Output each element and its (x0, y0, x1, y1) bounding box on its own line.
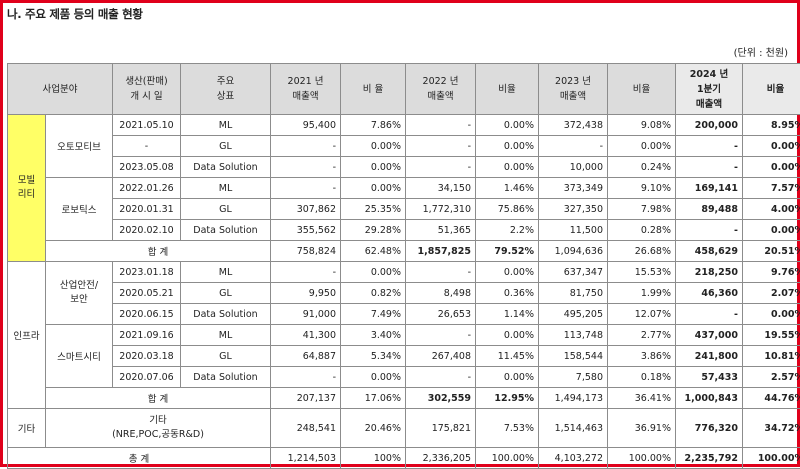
table-row: 2020.05.21 GL 9,950 0.82% 8,498 0.36% 81… (8, 283, 800, 304)
subsegment-automotive: 오토모티브 (46, 115, 113, 178)
table-row: 2020.03.18 GL 64,887 5.34% 267,408 11.45… (8, 346, 800, 367)
subsegment-smartcity: 스마트시티 (46, 325, 113, 388)
segment-other: 기타 (8, 409, 46, 448)
header-ratio-2023: 비율 (608, 64, 676, 115)
mobility-subtotal-row: 합 계 758,824 62.48% 1,857,825 79.52% 1,09… (8, 241, 800, 262)
other-description: 기타(NRE,POC,공동R&D) (46, 409, 271, 448)
total-row: 총 계 1,214,503 100% 2,336,205 100.00% 4,1… (8, 448, 800, 469)
header-ratio-2022: 비율 (476, 64, 539, 115)
header-ratio-2021: 비 율 (341, 64, 406, 115)
table-row: 2020.06.15 Data Solution 91,000 7.49% 26… (8, 304, 800, 325)
infra-subtotal-row: 합 계 207,137 17.06% 302,559 12.95% 1,494,… (8, 388, 800, 409)
section-title: 나. 주요 제품 등의 매출 현황 (7, 6, 143, 22)
subsegment-robotics: 로보틱스 (46, 178, 113, 241)
header-launch: 생산(판매)개 시 일 (113, 64, 181, 115)
other-row: 기타 기타(NRE,POC,공동R&D) 248,541 20.46% 175,… (8, 409, 800, 448)
table-row: 2020.07.06 Data Solution - 0.00% - 0.00%… (8, 367, 800, 388)
table-row: 인프라 산업안전/보안 2023.01.18 ML - 0.00% - 0.00… (8, 262, 800, 283)
header-field: 사업분야 (8, 64, 113, 115)
unit-label: (단위 : 천원) (734, 44, 788, 59)
table-row: - GL - 0.00% - 0.00% - 0.00% - 0.00% (8, 136, 800, 157)
header-ratio-2024q1: 비율 (743, 64, 800, 115)
table-row: 2023.05.08 Data Solution - 0.00% - 0.00%… (8, 157, 800, 178)
table-row: 로보틱스 2022.01.26 ML - 0.00% 34,150 1.46% … (8, 178, 800, 199)
table-row: 2020.02.10 Data Solution 355,562 29.28% … (8, 220, 800, 241)
table-row: 2020.01.31 GL 307,862 25.35% 1,772,310 7… (8, 199, 800, 220)
subsegment-safety: 산업안전/보안 (46, 262, 113, 325)
table-row: 스마트시티 2021.09.16 ML 41,300 3.40% - 0.00%… (8, 325, 800, 346)
segment-infra: 인프라 (8, 262, 46, 409)
